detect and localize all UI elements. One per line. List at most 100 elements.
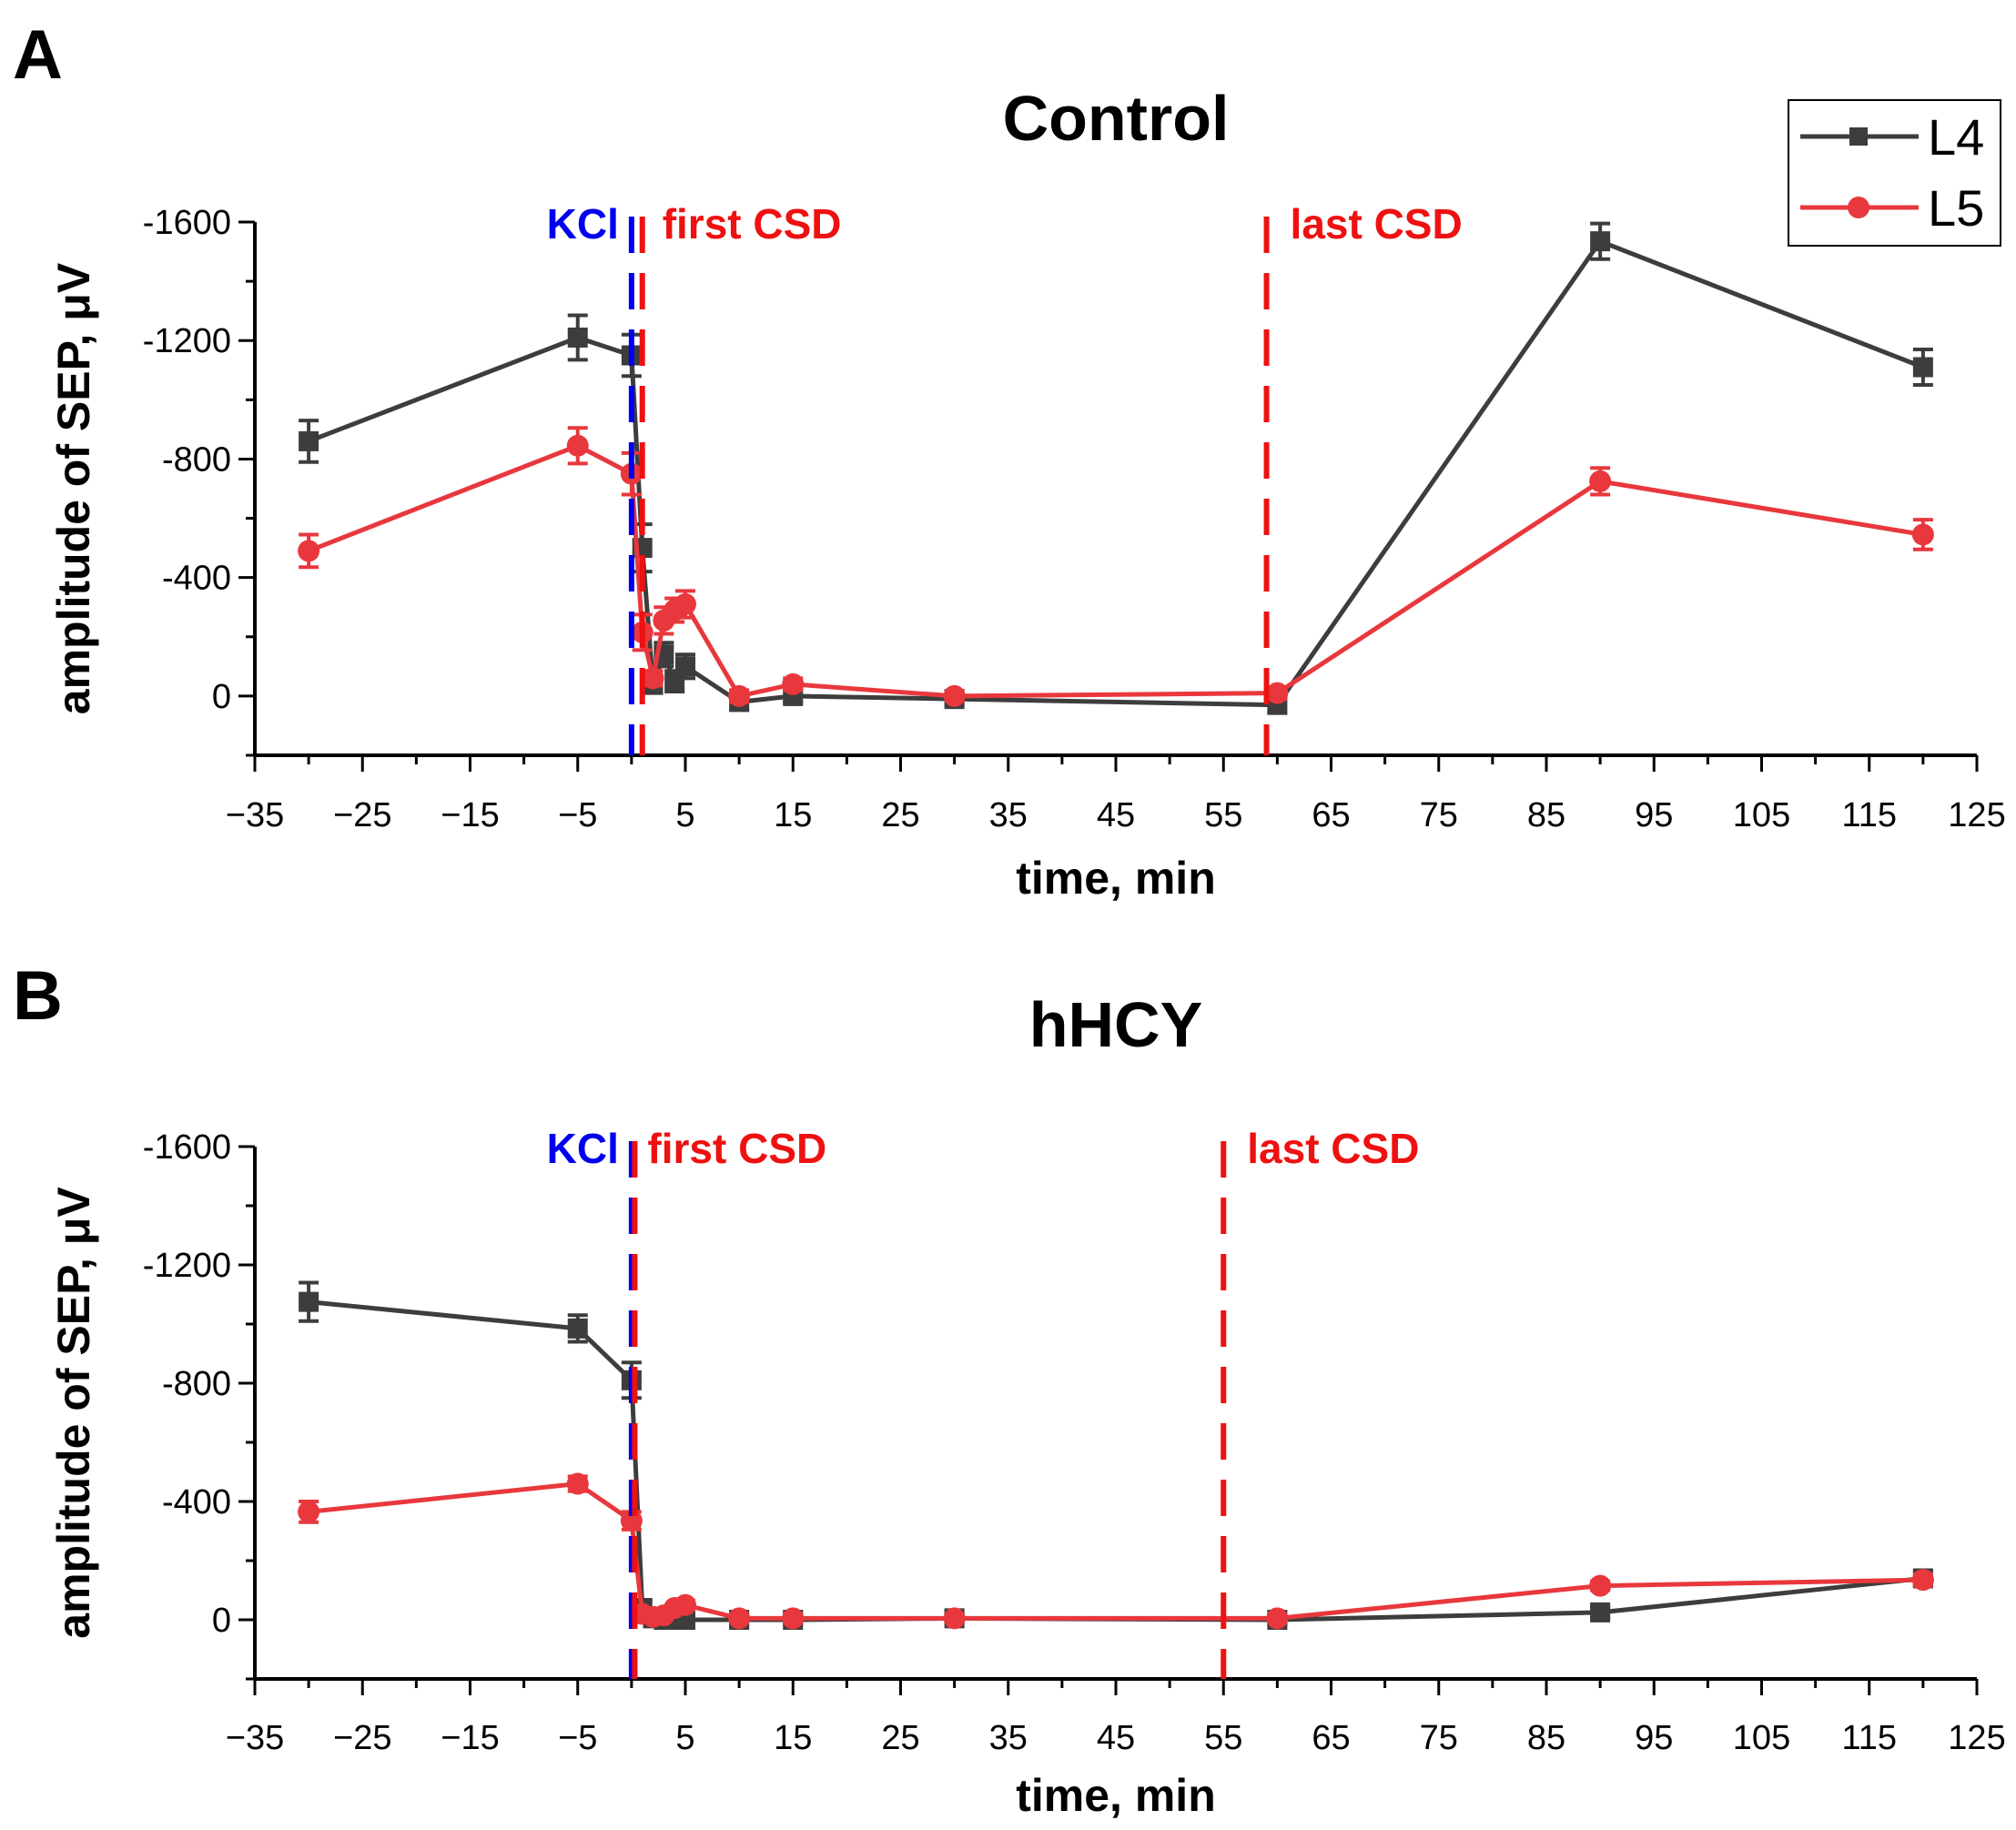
y-tick-label: -800 <box>162 1365 231 1403</box>
x-tick-label: −5 <box>558 1719 597 1757</box>
x-tick-label: 105 <box>1733 796 1790 834</box>
event-label: last CSD <box>1291 200 1463 248</box>
panel-letter-b: B <box>13 957 63 1035</box>
event-label: KCl <box>547 1125 619 1172</box>
x-tick-label: 65 <box>1312 1719 1350 1757</box>
data-point-circle <box>1266 682 1289 704</box>
data-point-circle <box>1589 470 1612 492</box>
data-point-circle <box>298 1501 320 1523</box>
series-line <box>308 1481 1923 1621</box>
chart-hhcy: hHCY −35 −25 −15 −5 5 15 25 35 45 55 65 75 85 95 105 115… <box>48 989 2006 1821</box>
series-line <box>308 1299 1924 1623</box>
x-tick-label: 25 <box>881 1719 919 1757</box>
event-label: first CSD <box>647 1125 826 1172</box>
data-point-circle <box>642 667 664 690</box>
x-tick-label: 25 <box>881 796 919 834</box>
y-tick-label: -800 <box>162 440 231 479</box>
legend-marker-circle <box>1848 197 1869 218</box>
x-tick-label: 55 <box>1204 1719 1242 1757</box>
series-l5 <box>298 1472 1934 1630</box>
data-point-circle <box>1911 523 1934 546</box>
y-axis-label: amplitude of SEP, μV <box>48 262 99 714</box>
legend-label: L4 <box>1928 108 1984 166</box>
data-point-circle <box>782 1607 805 1630</box>
y-axis-label: amplitude of SEP, μV <box>48 1187 99 1639</box>
legend-box <box>1788 99 2001 247</box>
series-l4 <box>299 1280 1933 1630</box>
x-tick-label: 5 <box>675 1719 694 1757</box>
data-point-circle <box>1911 1569 1934 1592</box>
data-point-circle <box>566 434 589 457</box>
data-point-square <box>1590 1602 1611 1623</box>
y-tick-label: 0 <box>212 1602 231 1640</box>
x-tick-label: 65 <box>1312 796 1350 834</box>
x-tick-label: 125 <box>1948 796 2005 834</box>
data-point-circle <box>566 1472 589 1495</box>
x-tick-label: −15 <box>441 1719 499 1757</box>
data-point-square <box>567 327 588 348</box>
x-tick-label: 55 <box>1204 796 1242 834</box>
data-point-circle <box>1589 1574 1612 1597</box>
y-tick-label: -1600 <box>143 204 231 242</box>
x-tick-label: 45 <box>1097 796 1135 834</box>
y-tick-label: -1200 <box>143 1247 231 1285</box>
chart-control: Control −35 −25 −15 −5 5 15 25 35 45 55 65 75 85 95 105… <box>48 83 2006 904</box>
legend-label: L5 <box>1928 179 1984 237</box>
y-tick-label: -1200 <box>143 322 231 360</box>
x-tick-label: 85 <box>1527 796 1565 834</box>
event-label: KCl <box>547 200 619 248</box>
panel-letter-a: A <box>13 16 63 94</box>
data-point-circle <box>943 684 966 707</box>
x-tick-label: 35 <box>989 1719 1028 1757</box>
x-tick-label: −35 <box>226 796 284 834</box>
x-tick-label: 95 <box>1635 1719 1673 1757</box>
x-tick-label: 5 <box>675 796 694 834</box>
chart-title: Control <box>1003 83 1230 154</box>
series-l4 <box>299 221 1933 715</box>
x-axis-label: time, min <box>1016 1770 1215 1821</box>
data-point-circle <box>728 1607 751 1630</box>
y-tick-label: 0 <box>212 678 231 716</box>
series-l5 <box>298 426 1934 707</box>
data-point-circle <box>782 672 805 695</box>
x-tick-label: 95 <box>1635 796 1673 834</box>
data-point-square <box>299 430 319 451</box>
data-point-circle <box>674 592 696 615</box>
data-point-circle <box>674 1593 696 1616</box>
x-tick-label: −15 <box>441 796 499 834</box>
data-point-circle <box>943 1607 966 1630</box>
data-point-circle <box>728 684 751 707</box>
data-point-circle <box>298 540 320 562</box>
x-tick-label: 85 <box>1527 1719 1565 1757</box>
x-tick-label: −5 <box>558 796 597 834</box>
x-tick-label: 15 <box>774 796 812 834</box>
data-point-square <box>299 1291 319 1312</box>
x-tick-label: 35 <box>989 796 1028 834</box>
x-tick-label: 115 <box>1841 1719 1897 1757</box>
data-point-circle <box>1266 1607 1289 1630</box>
x-tick-label: 75 <box>1420 1719 1458 1757</box>
x-tick-label: 115 <box>1841 796 1897 834</box>
legend-marker-square <box>1849 127 1868 146</box>
y-tick-label: -1600 <box>143 1128 231 1167</box>
series-line <box>308 238 1924 708</box>
event-label: last CSD <box>1247 1125 1419 1172</box>
event-label: first CSD <box>663 200 842 248</box>
x-tick-label: 45 <box>1097 1719 1135 1757</box>
data-point-square <box>1912 357 1933 378</box>
data-point-square <box>1590 231 1611 252</box>
x-tick-label: 125 <box>1948 1719 2005 1757</box>
data-point-square <box>675 656 695 677</box>
y-tick-label: -400 <box>162 1483 231 1522</box>
x-tick-label: −25 <box>333 796 391 834</box>
x-tick-label: 75 <box>1420 796 1458 834</box>
x-tick-label: 15 <box>774 1719 812 1757</box>
x-tick-label: 105 <box>1733 1719 1790 1757</box>
data-point-square <box>567 1318 588 1339</box>
y-tick-label: -400 <box>162 560 231 598</box>
x-tick-label: −25 <box>333 1719 391 1757</box>
x-axis-label: time, min <box>1016 853 1215 904</box>
series-line <box>308 443 1924 699</box>
